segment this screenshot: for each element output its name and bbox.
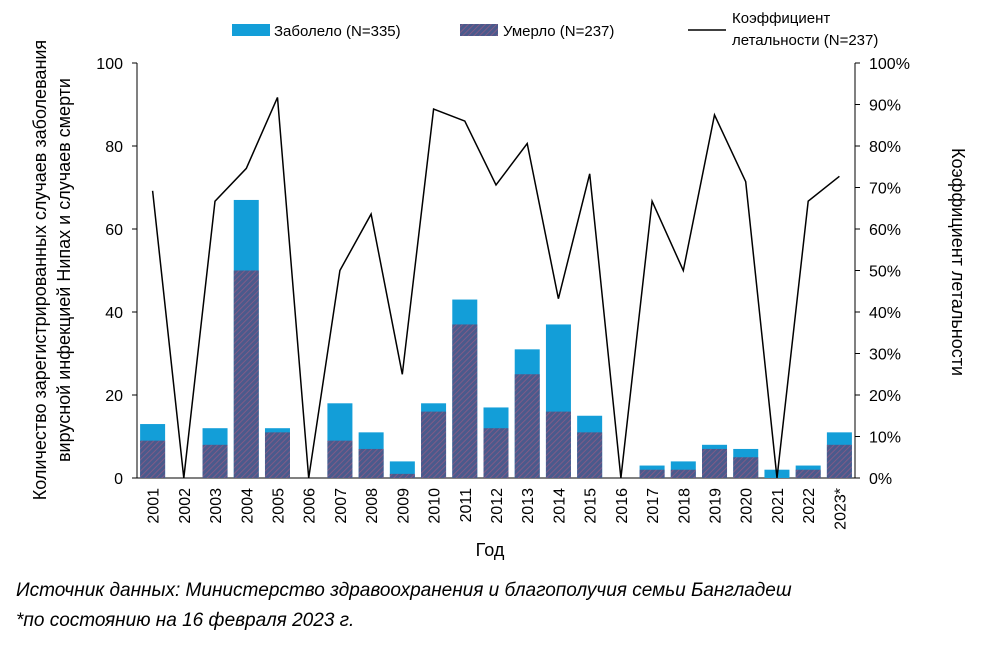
right-tick-label: 10%: [869, 430, 901, 447]
x-tick-label-2014: 2014: [551, 488, 568, 524]
x-axis-title: Год: [476, 540, 505, 560]
x-tick-label-2005: 2005: [270, 488, 287, 524]
bar-deaths-2001: [140, 440, 166, 478]
x-tick-label-2002: 2002: [177, 488, 194, 524]
bar-deaths-2013: [514, 374, 540, 478]
left-tick-label: 80: [105, 139, 123, 156]
bar-deaths-2007: [327, 440, 353, 478]
x-tick-label-2003: 2003: [208, 488, 225, 524]
bar-deaths-2008: [358, 448, 384, 478]
left-tick-label: 0: [114, 471, 123, 488]
x-tick-label-2001: 2001: [146, 488, 163, 524]
x-tick-label-2010: 2010: [427, 488, 444, 524]
x-tick-label-2012: 2012: [489, 488, 506, 524]
x-tick-label-2023*: 2023*: [832, 488, 849, 530]
x-tick-label-2007: 2007: [333, 488, 350, 524]
right-tick-labels: 0% 10% 20% 30% 40% 50% 60% 70% 80% 90% 100%: [855, 56, 910, 488]
bar-deaths-2010: [421, 411, 447, 478]
x-tick-label-2004: 2004: [239, 488, 256, 524]
bar-deaths-2009: [389, 473, 415, 478]
x-tick-label-2022: 2022: [801, 488, 818, 524]
legend-label-cases: Заболело (N=335): [274, 23, 401, 40]
right-tick-label: 50%: [869, 264, 901, 281]
y-axis-right-title: Коэффициент летальности: [948, 148, 968, 376]
bar-deaths-2020: [733, 457, 759, 478]
right-tick-label: 90%: [869, 98, 901, 115]
bar-deaths-2012: [483, 428, 509, 478]
legend-label-cfr-line1: Коэффициент: [732, 10, 830, 27]
nipah-chart: Заболело (N=335) Умерло (N=237) Коэффици…: [30, 10, 968, 560]
bar-deaths-2017: [639, 469, 665, 478]
right-tick-label: 80%: [869, 139, 901, 156]
legend: Заболело (N=335) Умерло (N=237) Коэффици…: [232, 10, 878, 49]
bar-deaths-2022: [795, 469, 821, 478]
bar-deaths-2018: [670, 469, 696, 478]
x-tick-label-2020: 2020: [739, 488, 756, 524]
x-tick-label-2011: 2011: [458, 488, 475, 523]
x-tick-label-2008: 2008: [364, 488, 381, 524]
y-axis-left-title-line2: вирусной инфекцией Нипах и случаев смерт…: [54, 78, 74, 462]
bar-deaths-2003: [202, 444, 228, 478]
right-tick-label: 100%: [869, 56, 910, 73]
x-tick-labels: 2001 2002 2003 2004 2005 2006 2007 2008 2009 2010…: [146, 488, 850, 530]
right-tick-label: 30%: [869, 347, 901, 364]
bar-deaths-2005: [264, 432, 290, 478]
left-tick-label: 100: [96, 56, 123, 73]
source-note: Источник данных: Министерство здравоохра…: [16, 580, 792, 601]
bars-deaths: [140, 270, 852, 478]
bar-deaths-2015: [577, 432, 603, 478]
left-tick-label: 20: [105, 388, 123, 405]
bar-deaths-2014: [545, 411, 571, 478]
x-tick-label-2018: 2018: [676, 488, 693, 524]
right-tick-label: 0%: [869, 471, 892, 488]
left-tick-labels: 0 20 40 60 80 100: [96, 56, 137, 488]
bar-deaths-2019: [702, 448, 728, 478]
y-axis-left-title-line1: Количество зарегистрированных случаев за…: [30, 40, 50, 500]
cfr-line: [151, 97, 840, 479]
x-tick-label-2013: 2013: [520, 488, 537, 524]
x-tick-label-2016: 2016: [614, 488, 631, 524]
right-tick-label: 70%: [869, 181, 901, 198]
legend-swatch-deaths: [460, 24, 498, 36]
x-tick-label-2009: 2009: [395, 488, 412, 524]
bar-deaths-2011: [452, 324, 478, 478]
left-tick-label: 60: [105, 222, 123, 239]
x-tick-label-2021: 2021: [770, 488, 787, 524]
legend-label-cfr-line2: летальности (N=237): [732, 32, 878, 49]
legend-label-deaths: Умерло (N=237): [503, 23, 614, 40]
bar-deaths-2004: [233, 270, 259, 478]
right-tick-label: 20%: [869, 388, 901, 405]
left-tick-label: 40: [105, 305, 123, 322]
x-tick-label-2017: 2017: [645, 488, 662, 524]
legend-swatch-cases: [232, 24, 270, 36]
x-tick-label-2015: 2015: [583, 488, 600, 524]
bar-deaths-2023*: [826, 444, 852, 478]
right-tick-label: 60%: [869, 222, 901, 239]
footnote: *по состоянию на 16 февраля 2023 г.: [16, 610, 355, 631]
right-tick-label: 40%: [869, 305, 901, 322]
x-tick-label-2006: 2006: [302, 488, 319, 524]
x-tick-label-2019: 2019: [708, 488, 725, 524]
